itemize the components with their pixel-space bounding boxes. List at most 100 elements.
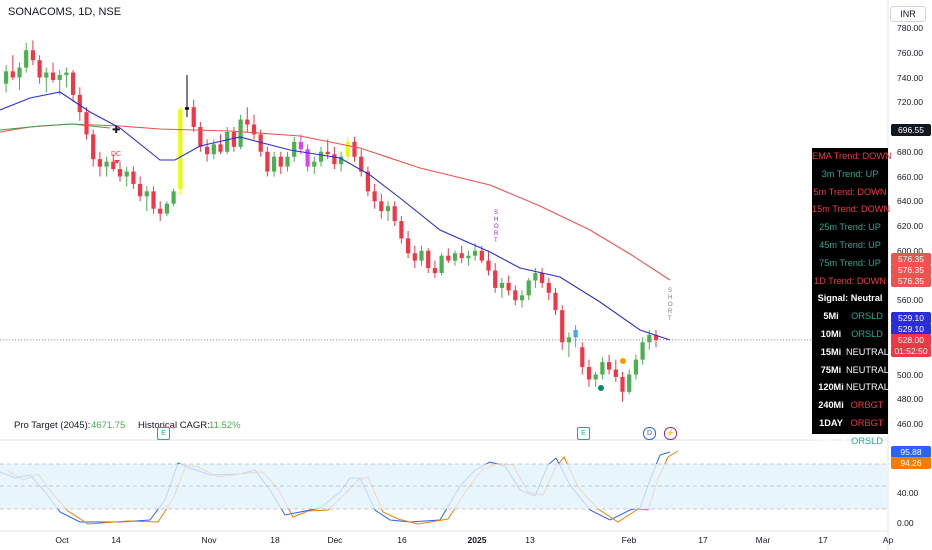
candle-body <box>71 72 76 95</box>
time-tick-label: Feb <box>621 535 637 545</box>
candle-body <box>111 161 116 170</box>
short-signal-letter: S <box>668 288 672 294</box>
candle-body <box>345 141 350 157</box>
short-signal-letter: S <box>494 210 498 216</box>
price-grid <box>0 0 889 550</box>
trend-row: EMA Trend: DOWN <box>812 151 892 161</box>
candle-body <box>493 270 498 288</box>
signal-value: NEUTRAL <box>846 382 889 393</box>
signal-value: ORBGT <box>850 418 884 428</box>
candle-body <box>211 144 216 155</box>
candle-body <box>312 161 317 167</box>
ema-fast-label-1: 529.10 <box>891 312 931 324</box>
trend-row: 1D Trend: DOWN <box>814 275 886 286</box>
ema-slow-label-2: 576.35 <box>891 264 931 276</box>
candle-body <box>218 144 223 152</box>
candle-body <box>566 337 571 343</box>
dc-signal-arrow <box>114 160 120 164</box>
osc-band <box>0 464 888 509</box>
candle-body <box>613 369 618 377</box>
candle-body <box>600 362 605 375</box>
signal-dot <box>620 358 626 364</box>
signal-timeframe: 75Mi <box>820 364 842 375</box>
candle-body <box>104 161 109 167</box>
candle-body <box>131 171 136 184</box>
candle-body <box>580 347 585 368</box>
candle-body <box>640 342 645 360</box>
candle-body <box>446 255 451 261</box>
earnings-event-icon[interactable]: E <box>577 427 590 440</box>
candle-body <box>30 50 35 61</box>
dc-signal-label: DC <box>111 151 121 158</box>
candle-body <box>419 250 424 261</box>
short-signal-letter: R <box>668 309 673 315</box>
time-tick-label: Mar <box>755 535 771 545</box>
candle-body <box>44 72 49 78</box>
time-tick-label: 16 <box>397 535 407 545</box>
candle-body <box>305 149 310 167</box>
candle-body <box>607 362 612 370</box>
ema-slow-label-1: 576.35 <box>891 253 931 265</box>
candle-body <box>251 124 257 135</box>
candle-body <box>158 208 163 214</box>
candle-body <box>10 71 15 78</box>
trend-row: Signal: Neutral <box>817 293 883 304</box>
candle-body <box>593 374 598 380</box>
candle-body <box>506 282 511 291</box>
candle-body <box>184 107 190 110</box>
earnings-event-icon[interactable]: E <box>157 427 170 440</box>
candle-body <box>178 109 183 189</box>
currency-selector[interactable]: INR <box>890 6 926 22</box>
osc-value-blue: 95.88 <box>891 446 931 458</box>
candle-body <box>64 72 69 76</box>
trend-row: 25m Trend: UP <box>819 222 881 233</box>
crosshair-marker: ✚ <box>112 125 120 136</box>
candle-body <box>24 50 29 68</box>
time-tick-label: 2025 <box>467 535 487 545</box>
candle-body <box>265 151 270 172</box>
time-tick-label: 18 <box>270 535 280 545</box>
osc-tick-0: 0.00 <box>897 518 914 528</box>
candle-body <box>432 268 437 274</box>
candle-body <box>198 127 203 147</box>
signal-dot <box>598 385 604 391</box>
split-event-icon[interactable]: ⚡ <box>664 427 677 440</box>
candle-body <box>365 171 370 192</box>
short-signal-letter: O <box>668 302 673 308</box>
cagr-label: Historical CAGR: <box>138 420 210 431</box>
time-tick-label: Ap <box>882 535 894 545</box>
candle-body <box>399 221 404 239</box>
candle-body <box>479 250 484 261</box>
candle-body <box>84 112 89 135</box>
candle-body <box>379 201 384 212</box>
signal-timeframe: 10Mi <box>820 329 842 339</box>
price-tick-label: 780.00 <box>897 23 923 33</box>
signal-value: ORSLD <box>851 329 883 339</box>
candle-body <box>620 376 625 392</box>
candle-body <box>573 329 578 338</box>
price-tick-label: 720.00 <box>897 97 923 108</box>
candle-body <box>406 238 411 254</box>
last-high-label: 696.55 <box>891 124 931 136</box>
symbol-title[interactable]: SONACOMS, 1D, NSE <box>8 6 122 18</box>
candle-body <box>459 253 464 259</box>
time-tick-label: Nov <box>201 535 217 545</box>
dividend-event-icon[interactable]: D <box>643 427 656 440</box>
candle-body <box>151 191 156 209</box>
last-price-label: 528.00 <box>891 334 931 346</box>
candle-body <box>473 250 478 256</box>
candle-body <box>540 273 545 283</box>
candle-body <box>372 191 377 202</box>
candle-body <box>138 183 143 197</box>
signal-timeframe: 120Mi <box>818 382 844 393</box>
candle-body <box>205 146 210 155</box>
candle-body <box>412 253 417 261</box>
signal-row: 75Mi NEUTRAL <box>812 362 889 380</box>
candle-body <box>57 75 62 80</box>
candle-body <box>318 151 324 162</box>
candle-body <box>292 141 297 157</box>
candle-body <box>245 119 250 125</box>
candle-body <box>466 255 471 259</box>
